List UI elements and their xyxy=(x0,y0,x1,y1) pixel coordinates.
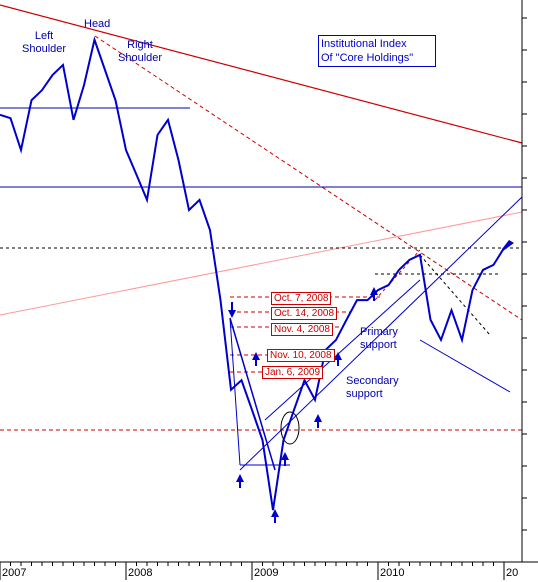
x-tick-label: 20 xyxy=(506,567,518,579)
annotation: Right Shoulder xyxy=(118,39,163,64)
x-tick-label: 2009 xyxy=(254,567,278,579)
annotation: Primary support xyxy=(360,326,398,351)
date-label: Nov. 10, 2008 xyxy=(267,349,335,362)
date-label: Oct. 7, 2008 xyxy=(271,292,332,305)
x-tick-label: 2007 xyxy=(2,567,26,579)
price-line xyxy=(0,36,505,511)
date-label: Nov. 4, 2008 xyxy=(271,323,333,336)
right-ticks xyxy=(522,17,527,531)
trend-lines xyxy=(0,4,523,471)
annotation: Left Shoulder xyxy=(22,30,67,55)
index-title: Institutional Index Of "Core Holdings" xyxy=(318,35,436,67)
x-tick-label: 2010 xyxy=(380,567,404,579)
annotation: Secondary support xyxy=(346,375,399,400)
annotation: Head xyxy=(84,18,111,30)
x-tick-label: 2008 xyxy=(128,567,152,579)
date-label: Jan. 6, 2009 xyxy=(262,366,324,379)
date-label: Oct. 14, 2008 xyxy=(271,307,338,320)
